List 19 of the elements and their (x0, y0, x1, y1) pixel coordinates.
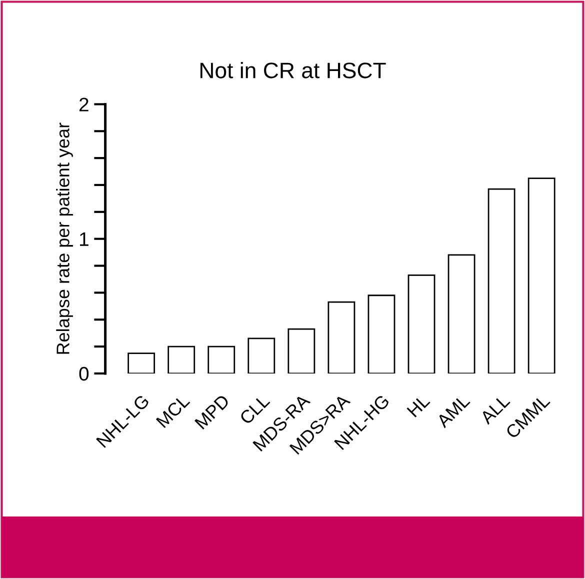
bar (168, 346, 196, 374)
bar (368, 294, 396, 374)
x-tick-label: MCL (156, 394, 190, 428)
bar (128, 352, 156, 374)
x-tick-label: AML (436, 394, 470, 428)
x-tick-label: HL (406, 394, 430, 418)
bar (328, 301, 356, 374)
chart-title: Not in CR at HSCT (200, 62, 386, 78)
bar (488, 188, 516, 374)
bar (208, 346, 236, 374)
bar (288, 328, 316, 374)
bar (408, 274, 436, 374)
y-tick-label: 1 (80, 232, 88, 246)
y-tick-label: 0 (79, 366, 89, 381)
bar (248, 338, 276, 374)
bar (528, 178, 556, 374)
y-tick-label: 2 (79, 98, 88, 112)
y-axis-title: Relapse rate per patient year (56, 122, 73, 354)
bar (448, 254, 476, 374)
